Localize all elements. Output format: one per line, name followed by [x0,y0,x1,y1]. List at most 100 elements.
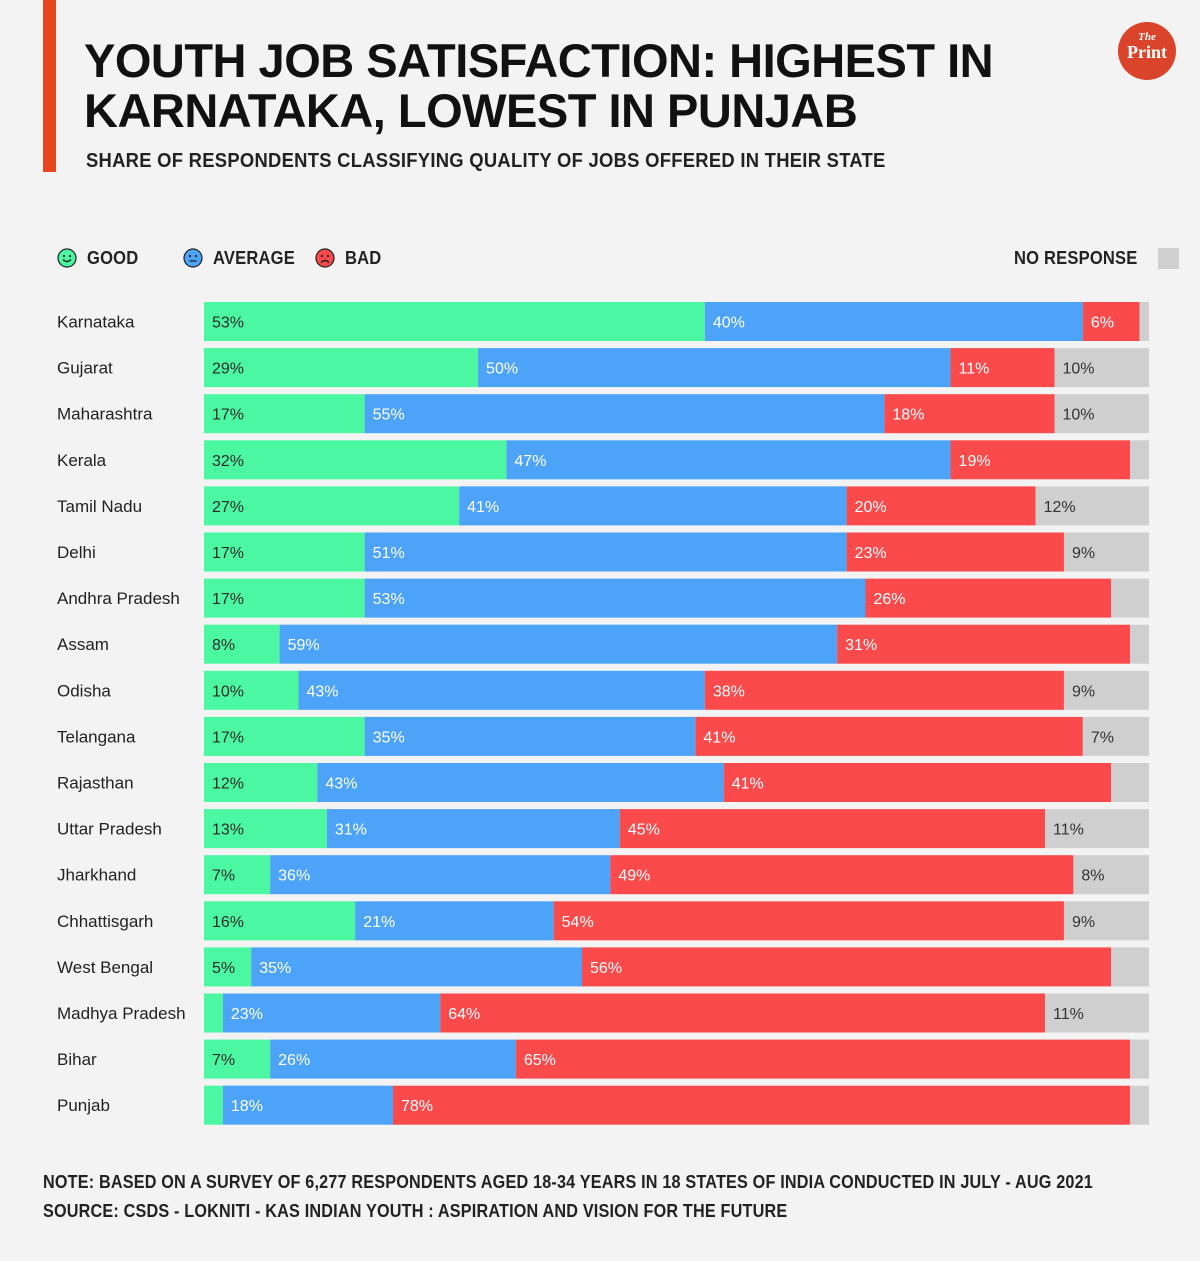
bar-label-no_response: 12% [1044,499,1076,516]
bar-segment-good [204,1085,223,1125]
bar-segment-good [204,947,252,987]
bar-label-good: 7% [212,1052,235,1069]
bar-label-bad: 11% [959,361,990,378]
bar-label-bad: 78% [401,1098,433,1115]
bar-segment-average [704,302,1083,341]
legend-no-response-label: NO RESPONSE [1014,247,1138,268]
row-label: Telangana [57,727,136,746]
bar-segment-no_response [1045,809,1149,849]
bar-segment-average [364,578,866,618]
bar-segment-no_response [1111,578,1149,618]
bar-label-average: 41% [467,499,499,516]
bar-label-good: 27% [212,499,244,516]
row-label: Assam [57,635,109,654]
bar-label-no_response: 10% [1063,407,1095,424]
bar-segment-no_response [1073,855,1149,895]
accent-bar [43,0,56,172]
bar-segment-bad [393,1085,1131,1125]
bar-label-good: 8% [212,637,235,654]
bar-label-no_response: 7% [1091,729,1114,746]
row-label: Kerala [57,451,107,470]
theprint-logo: The Print [1118,22,1176,80]
bar-segment-bad [619,809,1046,849]
bar-label-no_response: 9% [1072,914,1095,931]
bar-segment-average [317,763,724,802]
bar-label-average: 18% [231,1098,263,1115]
row-label: Delhi [57,543,96,562]
bar-label-no_response: 9% [1072,545,1095,562]
bar-label-bad: 45% [628,822,660,839]
bar-label-bad: 23% [855,545,887,562]
bar-segment-bad [846,486,1036,526]
bar-label-bad: 6% [1091,315,1114,332]
bar-segment-good [204,624,280,664]
bar-segment-bad [884,394,1055,434]
bar-segment-no_response [1082,716,1149,756]
legend-no-response: NO RESPONSE [1014,246,1180,270]
bar-segment-no_response [1054,394,1149,434]
logo-print-text: Print [1127,42,1167,62]
bar-label-average: 51% [373,545,405,562]
bar-segment-good [204,1039,271,1079]
legend-no-response-swatch [1158,247,1180,269]
bar-label-bad: 19% [959,453,991,470]
bar-segment-no_response [1130,1039,1149,1079]
bar-label-average: 40% [713,315,745,332]
bar-segment-no_response [1063,901,1149,941]
bar-label-no_response: 10% [1063,361,1095,378]
bar-segment-average [326,809,620,849]
bar-label-good: 10% [212,683,244,700]
bar-label-average: 43% [307,683,339,700]
bar-label-bad: 64% [448,1006,480,1023]
bar-segment-average [270,1039,516,1079]
row-label: Karnataka [57,313,135,332]
bar-segment-no_response [1111,763,1149,802]
bar-segment-average [251,947,582,987]
bar-label-bad: 31% [845,637,877,654]
smile-icon [57,248,77,268]
bar-label-good: 29% [212,361,244,378]
bar-segment-good [204,993,223,1033]
bar-label-average: 55% [373,407,405,424]
bar-segment-average [364,716,696,756]
bar-label-bad: 56% [590,960,622,977]
bar-label-average: 36% [278,868,310,885]
bar-label-no_response: 11% [1053,1006,1084,1023]
bar-segment-good [204,532,365,572]
bar-segment-bad [695,716,1083,756]
bar-label-good: 17% [212,545,244,562]
bar-segment-average [364,532,847,572]
bar-segment-no_response [1063,532,1149,572]
bar-segment-bad [515,1039,1131,1079]
bar-segment-average [222,1085,393,1125]
bar-segment-average [506,440,951,480]
bar-label-good: 17% [212,407,244,424]
bar-segment-average [355,901,554,941]
bar-label-bad: 20% [855,499,887,516]
bar-segment-no_response [1130,1085,1149,1125]
bar-segment-bad [950,440,1131,480]
bar-segment-average [364,394,885,434]
bar-label-average: 35% [373,729,405,746]
footer-source: SOURCE: CSDS - LOKNITI - KAS INDIAN YOUT… [43,1201,788,1221]
bar-segment-good [204,855,271,895]
legend-average-label: AVERAGE [213,247,295,268]
bar-label-average: 23% [231,1006,263,1023]
bar-segment-good [204,716,365,756]
row-label: Punjab [57,1096,110,1115]
row-label: Chhattisgarh [57,912,153,931]
bar-label-good: 5% [212,960,235,977]
bar-label-bad: 41% [703,729,735,746]
page-title: YOUTH JOB SATISFACTION: HIGHEST IN KARNA… [84,34,994,137]
bar-segment-bad [704,670,1064,710]
bar-segment-average [222,993,441,1033]
legend-bad: BAD [315,246,385,270]
bar-segment-bad [723,763,1112,802]
row-label: Odisha [57,681,111,700]
bar-label-average: 59% [288,637,320,654]
page-subtitle: SHARE OF RESPONDENTS CLASSIFYING QUALITY… [86,150,886,172]
bar-label-good: 7% [212,868,235,885]
row-label: West Bengal [57,958,153,977]
bar-segment-good [204,670,299,710]
